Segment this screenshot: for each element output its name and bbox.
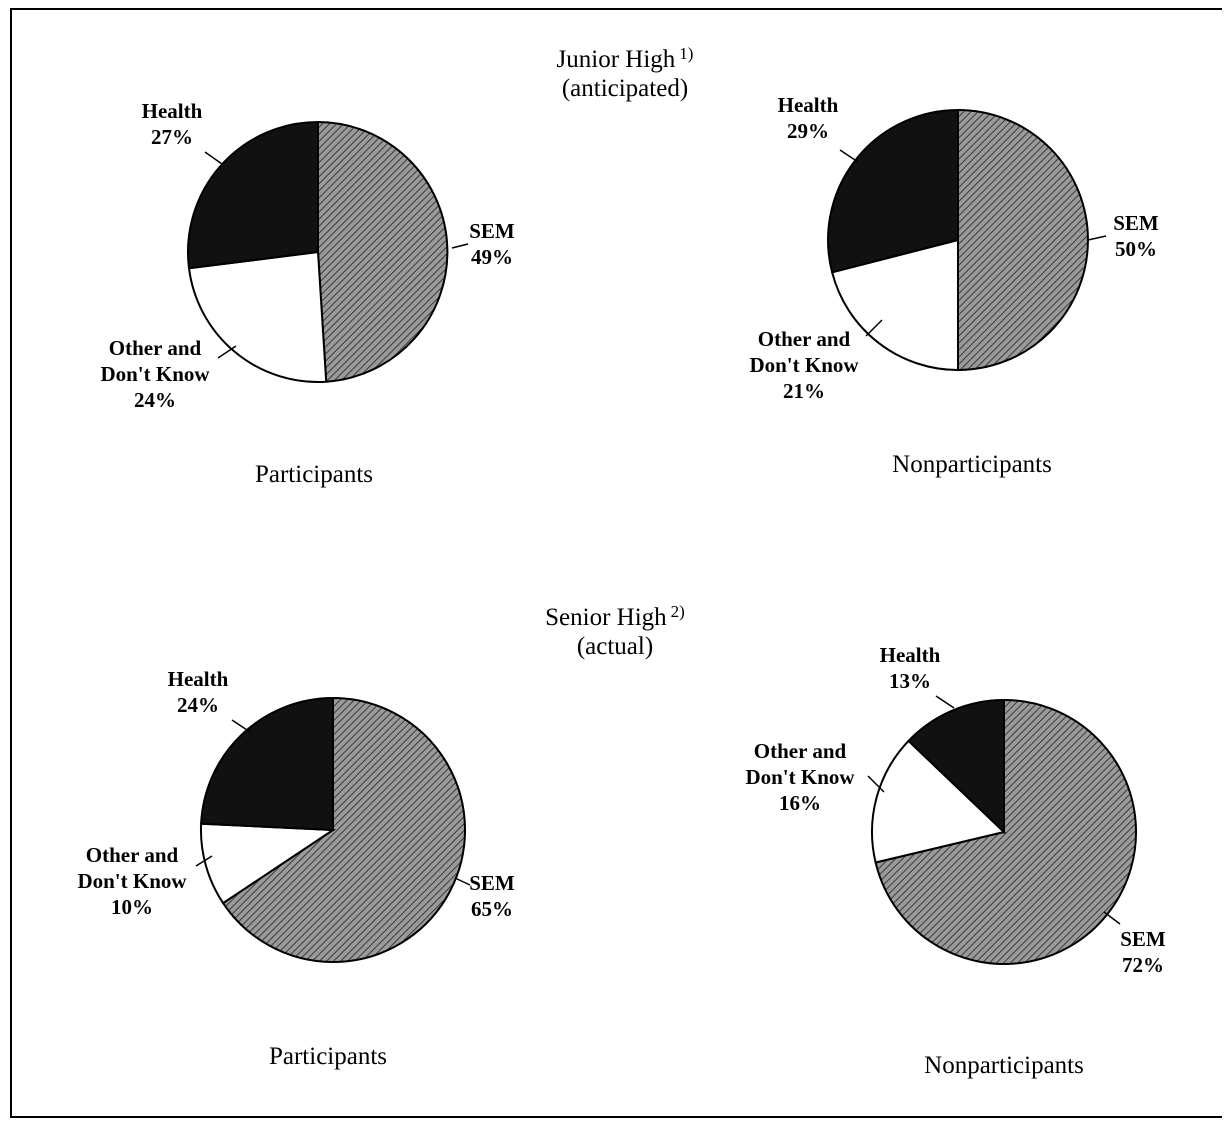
pie-2-leader-2 bbox=[231, 719, 251, 733]
pie-1-label-1: Other and Don't Know 21% bbox=[749, 327, 859, 403]
junior-high-title: Junior High 1) (anticipated) bbox=[520, 44, 730, 103]
pie-3-slice-other-and-don-t-know bbox=[871, 739, 1007, 864]
pie-2-label-0-line-1: 65% bbox=[471, 897, 513, 921]
pie-1-title: Nonparticipants bbox=[892, 451, 1052, 478]
pie-0-leader-1 bbox=[217, 345, 237, 359]
pie-3-label-2: Health 13% bbox=[880, 643, 941, 693]
pie-3-label-0-line-1: 72% bbox=[1122, 953, 1164, 977]
pie-2-label-1-line-0: Other and bbox=[86, 843, 179, 867]
senior-high-title: Senior High 2) (actual) bbox=[510, 602, 720, 661]
pie-0-label-0: SEM 49% bbox=[469, 219, 515, 269]
pie-0-label-1: Other and Don't Know 24% bbox=[100, 336, 210, 412]
pie-1-label-0-line-1: 50% bbox=[1115, 237, 1157, 261]
pie-0-label-0-line-0: SEM bbox=[469, 219, 515, 243]
senior-note: 2) bbox=[670, 602, 685, 621]
pie-1-label-1-line-1: Don't Know bbox=[749, 353, 859, 377]
pie-1-leader-1 bbox=[865, 319, 883, 337]
pie-1-label-1-line-0: Other and bbox=[758, 327, 851, 351]
pie-1-label-2: Health 29% bbox=[778, 93, 839, 143]
pie-2-label-2-line-0: Health bbox=[168, 667, 229, 691]
pie-2-label-1-line-1: Don't Know bbox=[77, 869, 187, 893]
junior-note: 1) bbox=[679, 44, 694, 63]
senior-subtitle: (actual) bbox=[576, 633, 654, 660]
pie-0-title: Participants bbox=[255, 461, 373, 488]
pie-2-label-0: SEM 65% bbox=[469, 871, 515, 921]
pie-1-label-1-line-2: 21% bbox=[783, 379, 825, 403]
pie-0-leader-0 bbox=[451, 243, 469, 249]
junior-subtitle: (anticipated) bbox=[561, 75, 689, 102]
pie-2-label-1-line-2: 10% bbox=[111, 895, 153, 919]
pie-2-label-2: Health 24% bbox=[168, 667, 229, 717]
pie-1-slice-other-and-don-t-know bbox=[830, 238, 959, 372]
pie-3-label-1-line-1: Don't Know bbox=[745, 765, 855, 789]
pie-1-slice-sem bbox=[957, 108, 1089, 372]
junior-title-text: Junior High bbox=[556, 46, 676, 73]
pie-2-label-2-line-1: 24% bbox=[177, 693, 219, 717]
pie-0-label-1-line-2: 24% bbox=[134, 388, 176, 412]
pie-3-label-2-line-1: 13% bbox=[889, 669, 931, 693]
pie-2-slice-health bbox=[200, 696, 334, 832]
pie-0-label-1-line-0: Other and bbox=[109, 336, 202, 360]
pie-2-label-0-line-0: SEM bbox=[469, 871, 515, 895]
pie-0-label-0-line-1: 49% bbox=[471, 245, 513, 269]
pie-2-slice-other-and-don-t-know bbox=[199, 822, 337, 905]
pie-3-label-0-line-0: SEM bbox=[1120, 927, 1166, 951]
pie-0-label-2-line-1: 27% bbox=[151, 125, 193, 149]
pie-0-label-2-line-0: Health bbox=[142, 99, 203, 123]
pie-2-title: Participants bbox=[269, 1043, 387, 1070]
pie-1-label-0-line-0: SEM bbox=[1113, 211, 1159, 235]
pie-0-slice-health bbox=[186, 120, 319, 270]
pie-3-title: Nonparticipants bbox=[924, 1052, 1084, 1079]
senior-title-text: Senior High bbox=[545, 604, 667, 631]
pie-3-label-2-line-0: Health bbox=[880, 643, 941, 667]
pie-2-leader-0 bbox=[454, 877, 471, 886]
pie-3-label-1-line-2: 16% bbox=[779, 791, 821, 815]
pie-0-slice-sem bbox=[317, 120, 449, 383]
pie-0-label-2: Health 27% bbox=[142, 99, 203, 149]
pie-1-leader-0 bbox=[1087, 235, 1107, 241]
pie-1-label-2-line-1: 29% bbox=[787, 119, 829, 143]
pie-2-leader-1 bbox=[195, 855, 213, 867]
pie-2-slice-sem bbox=[221, 696, 466, 963]
pie-0-slice-other-and-don-t-know bbox=[187, 250, 328, 383]
pie-3-leader-2 bbox=[935, 695, 955, 709]
pie-2-label-1: Other and Don't Know 10% bbox=[77, 843, 187, 919]
pie-1-leader-2 bbox=[839, 149, 859, 163]
pie-3-leader-0 bbox=[1103, 911, 1121, 925]
pie-3-label-0: SEM 72% bbox=[1120, 927, 1166, 977]
pie-0-label-1-line-1: Don't Know bbox=[100, 362, 210, 386]
pie-3-slice-health bbox=[907, 698, 1005, 835]
figure-frame bbox=[10, 8, 1222, 1118]
pie-0-leader-2 bbox=[204, 151, 223, 165]
pie-3-leader-1 bbox=[867, 775, 885, 793]
pie-3-label-1: Other and Don't Know 16% bbox=[745, 739, 855, 815]
pie-3-label-1-line-0: Other and bbox=[754, 739, 847, 763]
pie-1-label-2-line-0: Health bbox=[778, 93, 839, 117]
pie-1-label-0: SEM 50% bbox=[1113, 211, 1159, 261]
